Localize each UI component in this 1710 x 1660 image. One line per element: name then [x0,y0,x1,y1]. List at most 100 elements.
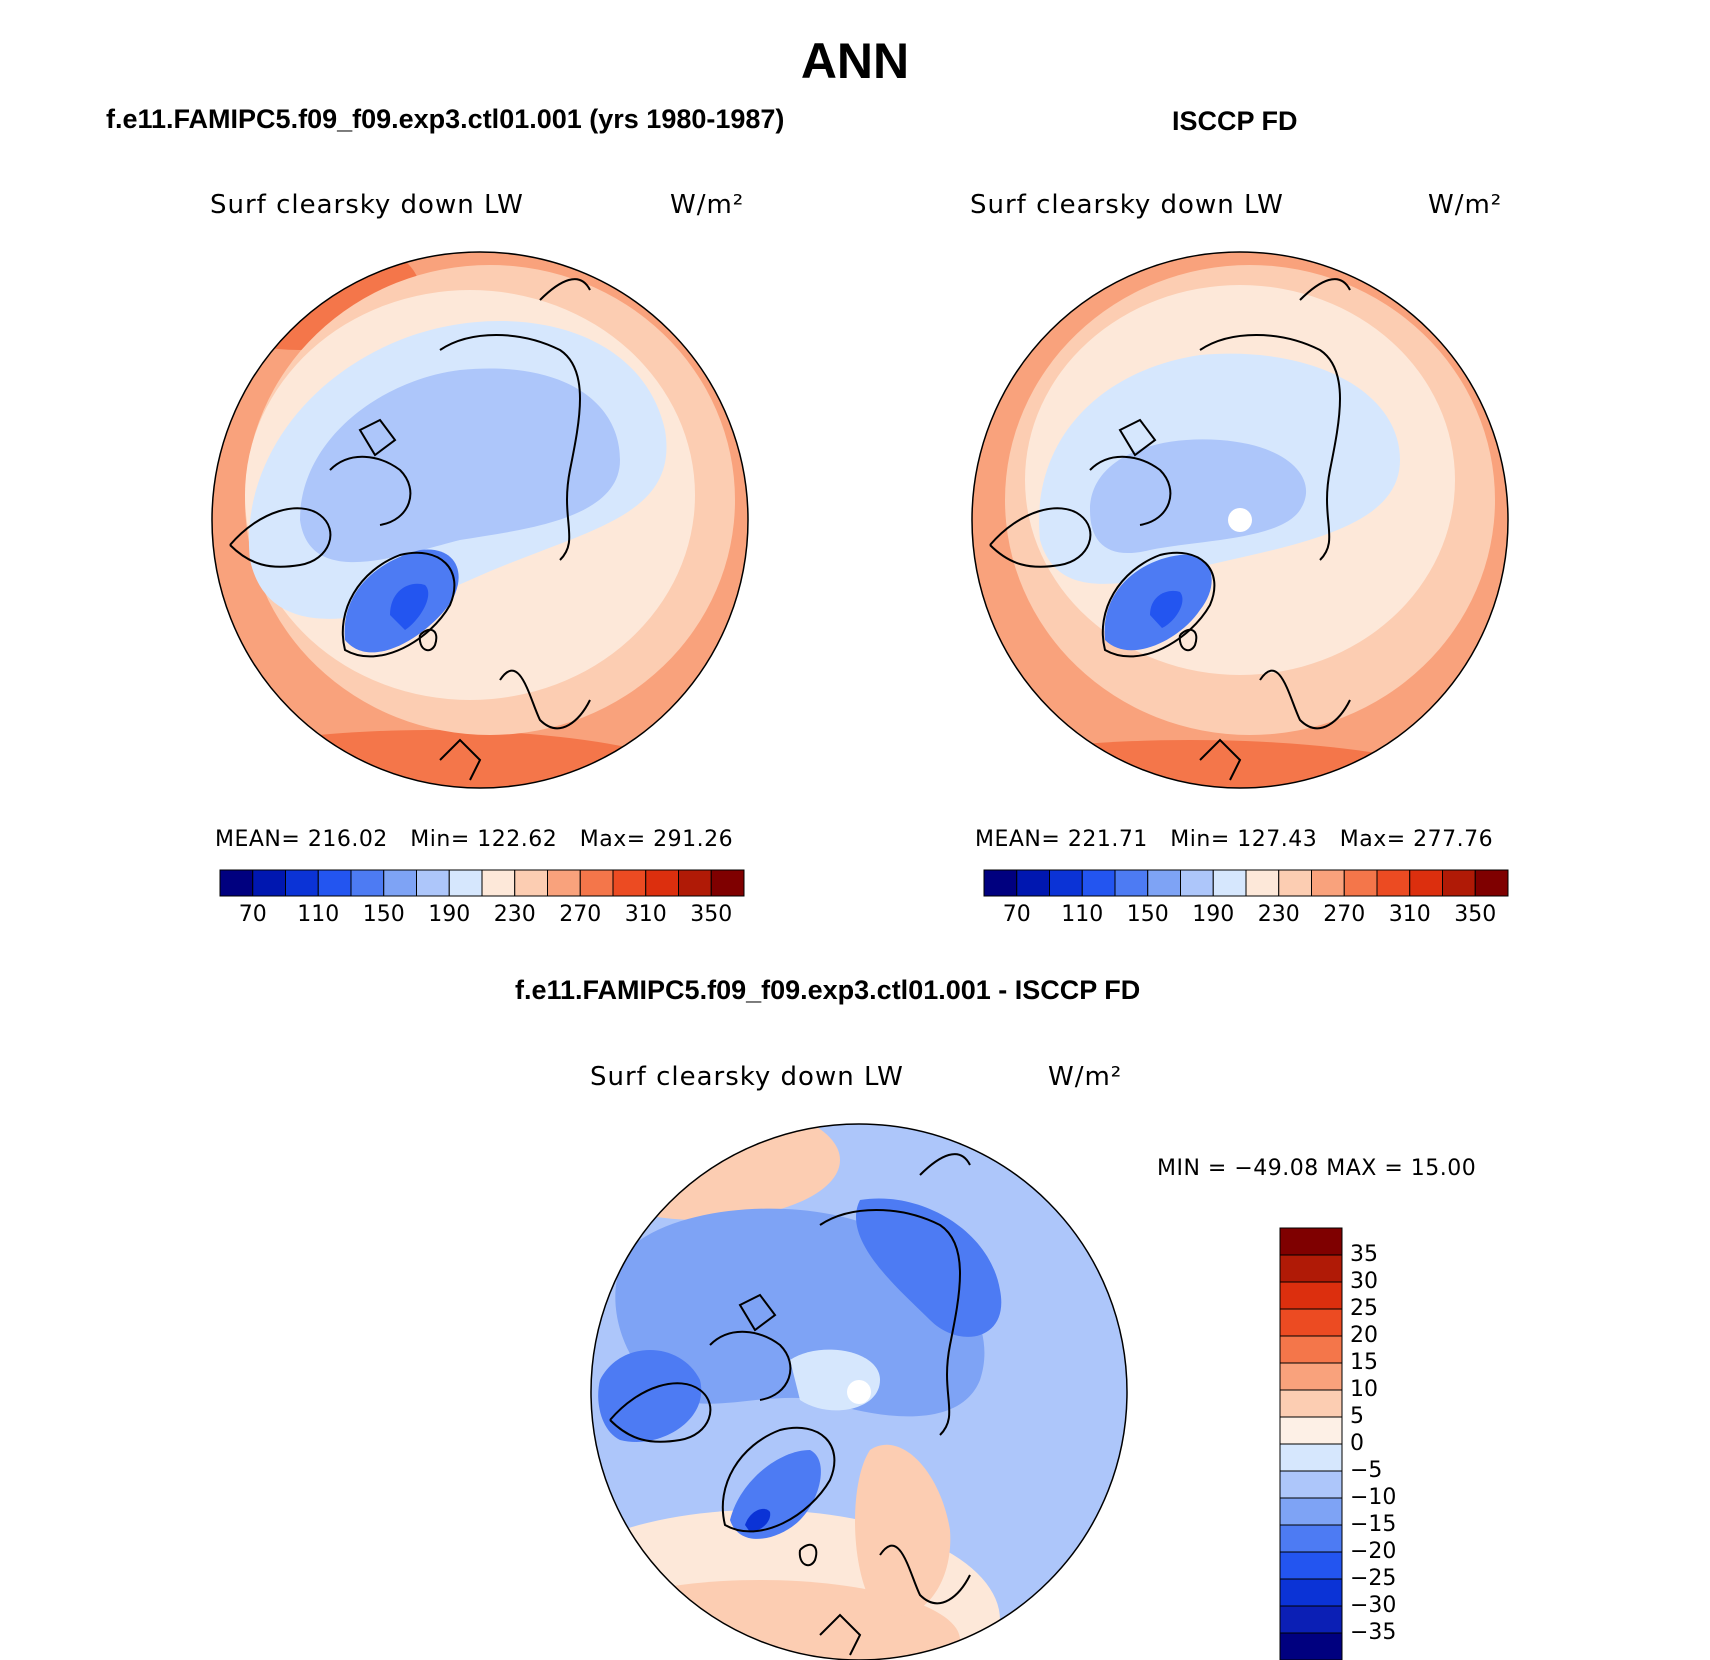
panel2-min-label: Min= [1170,827,1230,852]
panel3-colorbar-swatch [1279,1443,1343,1472]
panel2-colorbar-tick-label: 230 [1257,902,1300,927]
panel3-colorbar-tick-label: −20 [1350,1539,1397,1564]
panel2-case-title: ISCCP FD [1172,106,1298,136]
panel3-colorbar-tick-label: 30 [1350,1269,1378,1294]
panel1-mean-value: 216.02 [307,827,388,852]
panel3-field-greenland-core [745,1508,771,1532]
page-title: ANN [800,33,910,89]
panel1-coastlines [229,278,591,781]
panel2-pole-hole [1228,508,1252,532]
panel1-colorbar-swatch [645,869,679,897]
panel1-colorbar-tick-label: 230 [493,902,536,927]
panel3-colorbar-swatch [1279,1497,1343,1526]
panel1-colorbar-swatch [448,869,483,897]
panel1-field-warm-south [212,730,730,788]
panel2-max-value: 277.76 [1413,827,1494,852]
panel3-colorbar-tick-label: −35 [1350,1620,1397,1645]
panel3-colorbar-tick-label: 35 [1350,1242,1378,1267]
panel1-field-cold [300,368,620,563]
panel2-map [971,251,1509,789]
panel3-colorbar-swatch [1279,1362,1343,1391]
panel3-colorbar-swatch [1279,1389,1343,1418]
panel1-map-border [211,251,749,789]
panel3-field-warm-europe [855,1444,951,1616]
panel1-colorbar-swatch [547,869,581,897]
panel1-stats: MEAN= 216.02 Min= 122.62 Max= 291.26 [215,827,733,852]
panel2-colorbar-swatch [1442,869,1476,897]
panel3-pole-hole [847,1380,871,1404]
panel3-field-warm-north [591,1124,840,1220]
panel3-colorbar-tick-label: 10 [1350,1377,1378,1402]
panel3-field-siberia [856,1198,1002,1337]
panel1-colorbar-swatch [579,869,614,897]
panel3-colorbar-tick-label: −15 [1350,1512,1397,1537]
panel2-variable-label: Surf clearsky down LW [970,190,1284,220]
panel2-colorbar-swatch [1245,869,1280,897]
panel3-colorbar-swatch [1279,1254,1343,1283]
panel1-colorbar-swatch [317,869,352,897]
panel1-mean-label: MEAN= [215,827,301,852]
panel3-colorbar-tick-label: 0 [1350,1431,1364,1456]
panel1-colorbar-tick-label: 70 [238,902,267,927]
panel2-field-warm-south [972,740,1490,788]
panel1-colorbar-swatch [514,869,548,897]
panel1-colorbar-swatch [710,869,745,897]
panel2-colorbar-swatch [1311,869,1345,897]
panel2-colorbar-swatch [1049,869,1083,897]
panel1-colorbar-swatch [252,869,286,897]
panel2-colorbar-swatch [983,869,1018,897]
panel1-colorbar-swatch [481,869,516,897]
panel1-colorbar-tick-label: 310 [624,902,667,927]
panel1-colorbar-swatch [678,869,712,897]
panel1-colorbar-swatch [612,869,647,897]
panel2-max-label: Max= [1339,827,1406,852]
panel2-colorbar-swatch [1114,869,1149,897]
panel1-min-label: Min= [410,827,470,852]
panel1-units-label: W/m² [670,190,745,220]
panel2-mean-value: 221.71 [1067,827,1148,852]
panel2-colorbar-swatch [1016,869,1050,897]
panel3-colorbar-tick-label: −30 [1350,1593,1397,1618]
panel1-colorbar-swatch [383,869,417,897]
panel3-colorbar-tick-label: 15 [1350,1350,1378,1375]
panel3-coastlines [609,1153,971,1656]
panel3-colorbar-swatch [1279,1551,1343,1580]
panel3-field-canada [598,1350,702,1442]
panel2-colorbar-swatch [1376,869,1411,897]
panel2-colorbar-tick-label: 310 [1388,902,1431,927]
panel1-map [211,251,749,789]
panel1-colorbar-tick-label: 270 [559,902,602,927]
panel2-colorbar-swatch [1474,869,1509,897]
panel1-max-label: Max= [579,827,646,852]
panel3-colorbar-swatch [1279,1308,1343,1337]
panel3-colorbar-tick-label: −25 [1350,1566,1397,1591]
panel1-colorbar-tick-label: 190 [428,902,471,927]
panel2-colorbar-tick-label: 190 [1192,902,1235,927]
panel3-colorbar-swatch [1279,1281,1343,1310]
panel2-colorbar-tick-label: 110 [1061,902,1104,927]
panel3-colorbar-swatch [1279,1416,1343,1445]
panel1-colorbar-tick-label: 110 [297,902,340,927]
panel1-colorbar-swatch [285,869,319,897]
panel3-colorbar-swatch [1279,1605,1343,1634]
panel2-colorbar-swatch [1081,869,1116,897]
panel2-coastlines [989,278,1351,781]
panel1-colorbar-swatch [350,869,385,897]
panel2-min-value: 127.43 [1237,827,1318,852]
panel2-field-greenland-core [1150,590,1183,628]
panel3-minmax: MIN = −49.08 MAX = 15.00 [1157,1156,1477,1181]
panel2-colorbar-swatch [1212,869,1247,897]
panel1-colorbar-swatch [416,869,450,897]
panel2-stats: MEAN= 221.71 Min= 127.43 Max= 277.76 [975,827,1493,852]
panel3-colorbar-tick-label: 25 [1350,1296,1378,1321]
panel1-case-title: f.e11.FAMIPC5.f09_f09.exp3.ctl01.001 (yr… [106,104,785,134]
panel3-colorbar-swatch [1279,1632,1343,1660]
panel2-map-border [971,251,1509,789]
panel3-colorbar-tick-label: 20 [1350,1323,1378,1348]
panel1-colorbar-tick-label: 350 [690,902,733,927]
panel3-colorbar [1279,1227,1343,1660]
panel1-min-value: 122.62 [477,827,558,852]
panel3-colorbar-swatch [1279,1470,1343,1499]
panel2-colorbar-tick-label: 70 [1002,902,1031,927]
